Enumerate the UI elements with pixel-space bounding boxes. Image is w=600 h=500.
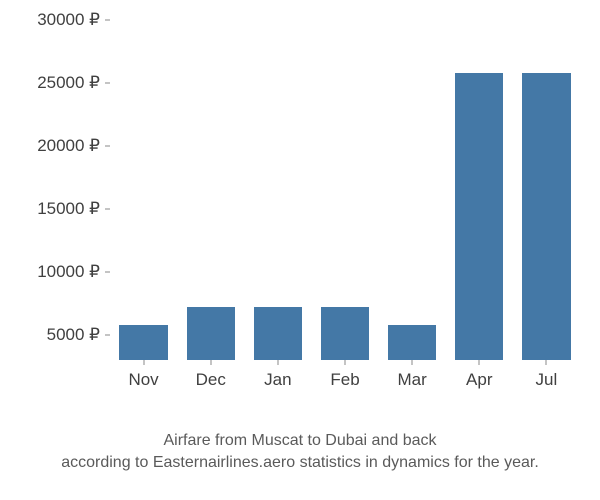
caption-line-1: Airfare from Muscat to Dubai and back bbox=[0, 430, 600, 452]
x-tick-label: Jul bbox=[536, 370, 558, 390]
x-axis: Nov Dec Jan Feb Mar Apr Jul bbox=[110, 365, 580, 395]
bar bbox=[455, 73, 503, 360]
y-tick-label: 10000 ₽ bbox=[37, 262, 100, 282]
y-axis: 5000 ₽10000 ₽15000 ₽20000 ₽25000 ₽30000 … bbox=[20, 20, 105, 360]
chart-caption: Airfare from Muscat to Dubai and back ac… bbox=[0, 430, 600, 473]
x-tick-mark bbox=[479, 360, 480, 365]
x-tick-label: Mar bbox=[398, 370, 427, 390]
bar bbox=[388, 325, 436, 360]
x-tick-label: Apr bbox=[466, 370, 492, 390]
y-tick-label: 20000 ₽ bbox=[37, 136, 100, 156]
bar bbox=[522, 73, 570, 360]
y-tick-label: 25000 ₽ bbox=[37, 73, 100, 93]
y-tick-label: 5000 ₽ bbox=[47, 325, 100, 345]
x-tick-mark bbox=[412, 360, 413, 365]
bar bbox=[119, 325, 167, 360]
airfare-bar-chart: 5000 ₽ 10000 ₽ 15000 ₽ 20000 ₽ 25000 ₽ 30000 … bbox=[20, 10, 580, 410]
plot-area bbox=[110, 20, 580, 360]
y-tick-label: 30000 ₽ bbox=[37, 10, 100, 30]
x-tick-label: Feb bbox=[330, 370, 359, 390]
x-tick-label: Nov bbox=[128, 370, 158, 390]
x-tick-mark bbox=[277, 360, 278, 365]
x-tick-label: Dec bbox=[196, 370, 226, 390]
bar bbox=[254, 307, 302, 360]
x-tick-mark bbox=[345, 360, 346, 365]
bar bbox=[321, 307, 369, 360]
y-tick-label: 15000 ₽ bbox=[37, 199, 100, 219]
x-tick-mark bbox=[210, 360, 211, 365]
bar bbox=[187, 307, 235, 360]
caption-line-2: according to Easternairlines.aero statis… bbox=[0, 452, 600, 474]
x-tick-label: Jan bbox=[264, 370, 291, 390]
x-tick-mark bbox=[143, 360, 144, 365]
x-tick-mark bbox=[546, 360, 547, 365]
